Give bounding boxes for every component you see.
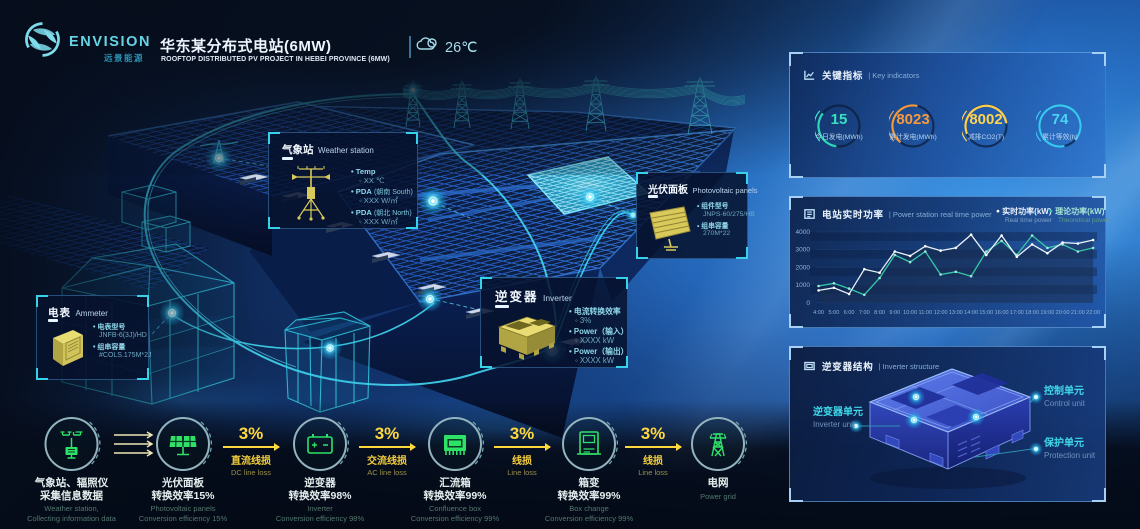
svg-text:0: 0 — [806, 300, 810, 307]
svg-text:2000: 2000 — [796, 264, 811, 271]
svg-text:20:00: 20:00 — [1056, 310, 1070, 316]
svg-text:保护单元: 保护单元 — [1043, 436, 1084, 449]
svg-text:6:00: 6:00 — [844, 310, 855, 316]
svg-text:4000: 4000 — [796, 229, 811, 236]
svg-text:9:00: 9:00 — [889, 310, 900, 316]
svg-text:16:00: 16:00 — [995, 310, 1009, 316]
svg-text:12:00: 12:00 — [934, 310, 948, 316]
svg-text:11:00: 11:00 — [919, 310, 933, 316]
svg-text:18:00: 18:00 — [1025, 310, 1039, 316]
svg-text:15:00: 15:00 — [979, 310, 993, 316]
svg-text:8:00: 8:00 — [874, 310, 885, 316]
svg-text:控制单元: 控制单元 — [1044, 384, 1084, 397]
svg-text:13:00: 13:00 — [949, 310, 963, 316]
svg-text:1000: 1000 — [796, 282, 811, 289]
svg-text:5:00: 5:00 — [828, 310, 839, 316]
svg-text:14:00: 14:00 — [964, 310, 978, 316]
svg-text:22:00: 22:00 — [1086, 310, 1100, 316]
svg-text:7:00: 7:00 — [859, 310, 870, 316]
svg-text:4:00: 4:00 — [813, 310, 824, 316]
svg-text:Inverter unit: Inverter unit — [813, 420, 856, 429]
svg-text:逆变器单元: 逆变器单元 — [813, 405, 863, 418]
svg-text:10:00: 10:00 — [903, 310, 917, 316]
svg-text:3000: 3000 — [796, 247, 811, 254]
svg-text:17:00: 17:00 — [1010, 310, 1024, 316]
svg-text:Protection unit: Protection unit — [1044, 451, 1096, 460]
svg-text:21:00: 21:00 — [1071, 310, 1085, 316]
svg-text:Control unit: Control unit — [1044, 399, 1086, 408]
svg-text:19:00: 19:00 — [1040, 310, 1054, 316]
